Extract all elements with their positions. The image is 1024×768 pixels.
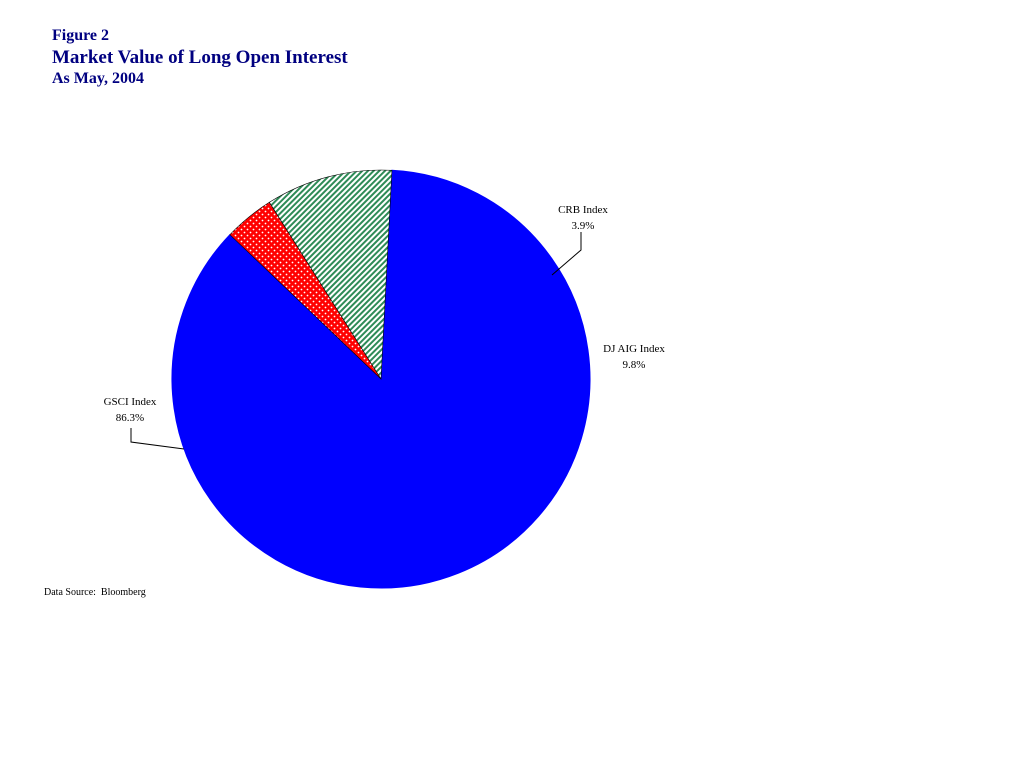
data-source-note: Data Source: Bloomberg [44,587,146,598]
leader-line [551,232,582,276]
slice-value-label: 3.9% [572,220,595,232]
pie-slice-dj-aig-index [268,169,393,380]
figure-label: Figure 2 [52,27,110,44]
slice-label: GSCI Index [104,396,157,408]
chart-title: Market Value of Long Open Interest [52,47,348,68]
slice-label: CRB Index [558,204,608,216]
slice-label: DJ AIG Index [603,343,665,355]
pie-slices [171,169,591,589]
slice-value-label: 9.8% [623,359,646,371]
slice-value-label: 86.3% [116,412,144,424]
pie-labels: GSCI Index 86.3% CRB Index 3.9% DJ AIG Index… [104,204,665,450]
title-block: Figure 2 Market Value of Long Open Inter… [52,26,348,89]
leader-line [130,428,185,450]
chart-subtitle: As May, 2004 [52,70,144,87]
